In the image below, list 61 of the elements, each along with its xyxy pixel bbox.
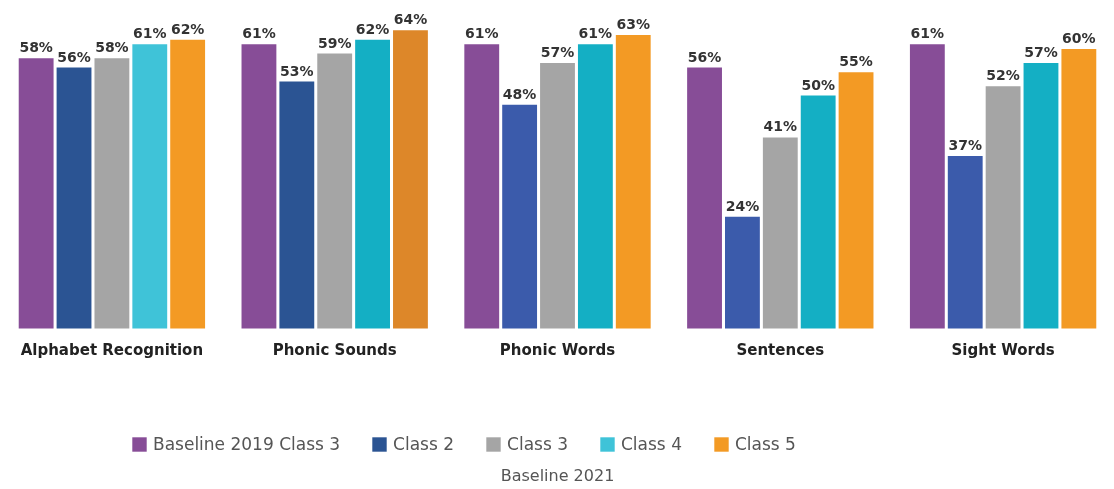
data-label: 63%: [616, 15, 651, 32]
data-label: 57%: [1024, 43, 1058, 60]
bar: [317, 53, 353, 329]
bar: [762, 137, 798, 329]
data-label: 61%: [464, 25, 499, 42]
bar: [132, 44, 168, 329]
data-label: 56%: [57, 48, 91, 65]
data-label: 62%: [170, 20, 205, 37]
legend-label: Class 5: [734, 434, 796, 454]
bar: [577, 44, 613, 329]
bar: [947, 156, 983, 329]
bar: [502, 104, 538, 329]
legend-label: Class 3: [507, 434, 568, 454]
x-tick-label: Sight Words: [951, 340, 1055, 359]
bar: [725, 216, 760, 329]
data-label: 48%: [502, 85, 537, 102]
bar: [393, 30, 428, 329]
bar: [687, 67, 722, 329]
legend-label: Baseline 2019 Class 3: [153, 434, 341, 454]
x-tick-label: Phonic Sounds: [272, 340, 397, 359]
data-label: 58%: [95, 39, 129, 56]
data-label: 55%: [839, 53, 873, 70]
data-label: 61%: [910, 25, 945, 42]
bar: [241, 44, 277, 329]
data-label: 62%: [355, 20, 390, 37]
bar: [540, 62, 575, 329]
data-label: 53%: [280, 62, 314, 79]
bar: [1061, 48, 1097, 329]
bar: [355, 39, 390, 329]
data-label: 61%: [578, 25, 613, 42]
data-label: 60%: [1062, 29, 1096, 46]
legend-label: Class 4: [621, 434, 682, 454]
data-label: 64%: [393, 11, 428, 28]
data-label: 37%: [948, 137, 982, 154]
bar: [170, 39, 206, 329]
bar: [56, 67, 92, 329]
data-label: 57%: [540, 43, 575, 60]
bar: [985, 86, 1021, 329]
bar: [615, 34, 651, 329]
bar: [279, 81, 315, 329]
bar: [800, 95, 836, 329]
bar: [1023, 62, 1059, 329]
legend-label: Class 2: [393, 434, 455, 454]
data-label: 61%: [242, 25, 276, 42]
x-tick-label: Alphabet Recognition: [20, 340, 204, 359]
data-label: 58%: [19, 39, 53, 56]
data-label: 52%: [986, 67, 1020, 84]
bar: [18, 58, 54, 329]
x-tick-label: Sentences: [736, 340, 825, 359]
bar: [838, 72, 874, 329]
data-label: 41%: [763, 118, 798, 135]
bar: [94, 58, 130, 329]
data-label: 59%: [317, 34, 352, 51]
data-label: 61%: [133, 25, 167, 42]
bar: [464, 44, 500, 329]
data-label: 24%: [725, 197, 760, 214]
x-tick-label: Phonic Words: [499, 340, 616, 359]
data-label: 56%: [687, 48, 722, 65]
bar: [909, 44, 945, 329]
text: Baseline 2021: [500, 465, 615, 485]
data-label: 50%: [801, 76, 835, 93]
